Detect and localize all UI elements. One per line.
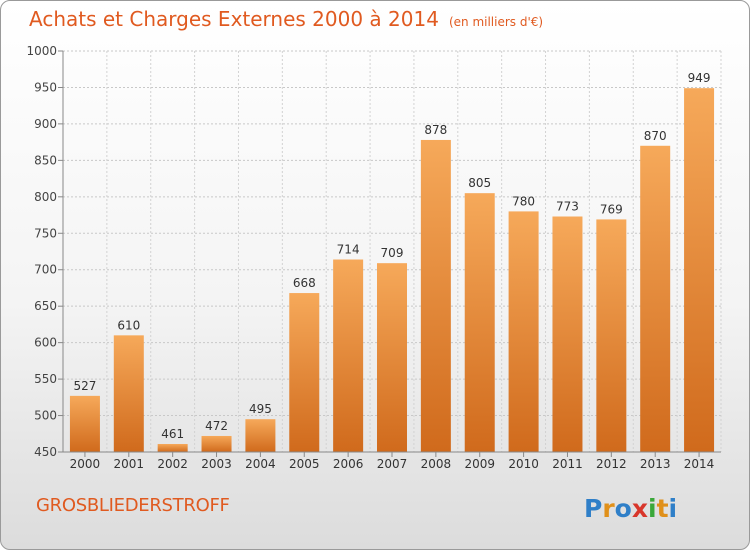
value-label-2000: 527: [73, 379, 96, 393]
value-label-2007: 709: [381, 246, 404, 260]
axes: 450 500 550 600 650 700 750 800 850 900 950 1000 200…: [26, 44, 721, 471]
bar-2010: [508, 211, 539, 452]
chart-title: Achats et Charges Externes 2000 à 2014: [29, 7, 439, 31]
y-tick-label: 600: [34, 336, 57, 350]
x-tick-label-2011: 2011: [552, 457, 583, 471]
svg-text:Proxiti: Proxiti: [584, 494, 677, 523]
value-label-2010: 780: [512, 194, 535, 208]
x-tick-label-2013: 2013: [640, 457, 671, 471]
bar-2005: [289, 293, 320, 452]
bar-2007: [377, 263, 407, 452]
value-label-2003: 472: [205, 419, 228, 433]
value-label-2013: 870: [644, 129, 667, 143]
y-tick-label: 550: [34, 372, 57, 386]
x-tick-label-2006: 2006: [333, 457, 364, 471]
x-tick-label-2009: 2009: [464, 457, 495, 471]
x-tick-label-2005: 2005: [289, 457, 320, 471]
bar-2013: [640, 145, 671, 453]
bar-2003: [201, 435, 232, 452]
chart-unit: (en milliers d'€): [448, 15, 544, 29]
x-tick-label-2010: 2010: [508, 457, 539, 471]
y-tick-label: 700: [34, 263, 57, 277]
bar-2006: [333, 259, 364, 452]
x-tick-label-2012: 2012: [596, 457, 627, 471]
bar-2008: [420, 139, 451, 452]
value-label-2002: 461: [161, 427, 184, 441]
bar-2011: [552, 216, 583, 452]
x-tick-label-2008: 2008: [421, 457, 452, 471]
value-label-2012: 769: [600, 202, 623, 216]
y-tick-label: 650: [34, 299, 57, 313]
y-tick-label: 800: [34, 190, 57, 204]
city-name: GROSBLIEDERSTROFF: [36, 495, 230, 516]
bar-chart: 527 610 461 472 495 668 714 709 878 805 780 773 769 8…: [26, 44, 722, 471]
y-tick-label: 950: [34, 80, 57, 94]
x-tick-label-2007: 2007: [377, 457, 408, 471]
value-label-2008: 878: [424, 123, 447, 137]
y-tick-label: 750: [34, 226, 57, 240]
value-label-2009: 805: [468, 176, 491, 190]
value-label-2014: 949: [688, 71, 711, 85]
bar-2012: [596, 219, 627, 452]
y-tick-label: 1000: [26, 44, 57, 58]
y-tick-label: 850: [34, 153, 57, 167]
bar-2004: [245, 419, 276, 452]
chart-title-block: Achats et Charges Externes 2000 à 2014 (e…: [29, 7, 543, 31]
value-label-2001: 610: [117, 318, 140, 332]
bars: 527 610 461 472 495 668 714 709 878 805 780 773 769 8…: [69, 71, 715, 453]
proxiti-logo: Proxiti: [584, 490, 694, 530]
value-label-2004: 495: [249, 402, 272, 416]
proxiti-logo-icon: Proxiti: [584, 494, 677, 523]
bar-2000: [69, 395, 100, 452]
y-tick-label: 450: [34, 445, 57, 459]
x-tick-label-2002: 2002: [157, 457, 188, 471]
value-label-2006: 714: [337, 243, 360, 257]
bar-2002: [157, 443, 188, 452]
x-tick-label-2004: 2004: [245, 457, 276, 471]
x-tick-label-2014: 2014: [684, 457, 715, 471]
value-label-2011: 773: [556, 200, 579, 214]
bar-2014: [684, 88, 715, 452]
value-label-2005: 668: [293, 276, 316, 290]
x-tick-label-2003: 2003: [201, 457, 232, 471]
y-tick-label: 500: [34, 409, 57, 423]
x-tick-label-2001: 2001: [114, 457, 145, 471]
y-tick-label: 900: [34, 117, 57, 131]
bar-2009: [464, 193, 495, 452]
bar-2001: [113, 335, 144, 452]
x-tick-label-2000: 2000: [70, 457, 101, 471]
